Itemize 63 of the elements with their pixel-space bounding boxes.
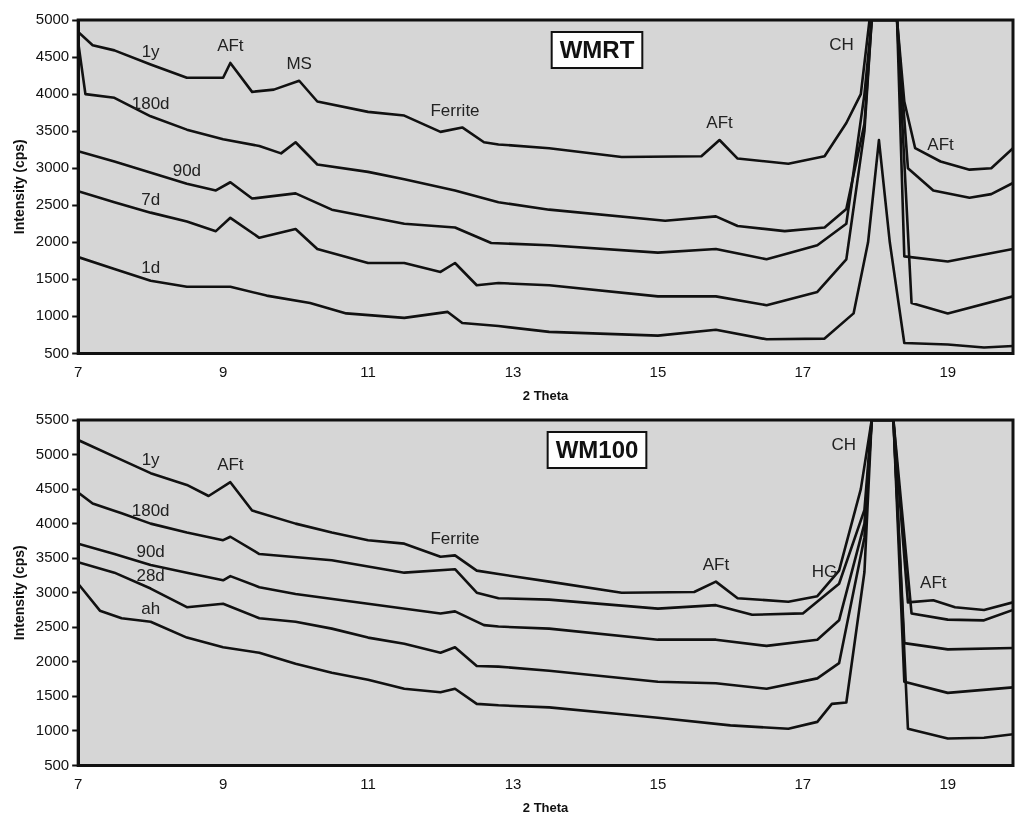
y-tick-label: 1500 (35, 269, 70, 287)
series-label: 90d (136, 542, 165, 562)
y-tick-label: 2500 (35, 195, 70, 213)
y-tick-label: 500 (44, 343, 70, 361)
series-label: 180d (131, 93, 170, 113)
series-label: ah (141, 598, 161, 618)
y-tick-label: 5000 (35, 444, 70, 462)
series-label: 180d (131, 500, 170, 520)
y-tick-label: 500 (44, 755, 70, 773)
x-tick-label: 7 (74, 362, 83, 380)
x-tick-label: 7 (74, 774, 83, 792)
annotation: HG (811, 562, 838, 582)
x-tick-label: 11 (360, 774, 376, 792)
x-tick-label: 13 (504, 362, 522, 380)
y-tick-label: 5000 (35, 10, 70, 28)
y-axis-title: Intensity (cps) (11, 545, 28, 641)
y-tick-label: 2000 (35, 651, 70, 669)
x-tick-label: 17 (794, 774, 812, 792)
x-tick-label: 19 (939, 362, 957, 380)
annotation: CH (829, 35, 854, 55)
x-tick-label: 15 (649, 362, 667, 380)
series-label: 28d (136, 565, 165, 585)
y-tick-label: 1500 (35, 686, 70, 704)
y-tick-label: 4000 (35, 513, 70, 531)
annotation: AFt (217, 36, 244, 56)
x-tick-label: 13 (504, 774, 522, 792)
annotation: Ferrite (430, 528, 480, 548)
text: WMRT (559, 35, 635, 63)
y-tick-label: 3000 (35, 582, 70, 600)
x-axis-title: 2 Theta (522, 387, 570, 403)
x-tick-label: 9 (218, 362, 228, 380)
y-tick-label: 2500 (35, 617, 70, 635)
y-tick-label: 3500 (35, 548, 70, 566)
series-label: 1y (141, 41, 161, 61)
annotation: AFt (217, 455, 244, 475)
series-label: 1d (141, 257, 161, 277)
annotation: MS (286, 53, 312, 73)
annotation: CH (831, 435, 856, 455)
x-tick-label: 11 (360, 362, 376, 380)
annotation: AFt (702, 554, 730, 574)
annotation: AFt (927, 134, 955, 154)
series-label: 7d (141, 189, 161, 209)
y-tick-label: 1000 (35, 306, 70, 324)
x-tick-label: 17 (794, 362, 812, 380)
y-tick-label: 3500 (35, 121, 70, 139)
y-tick-label: 2000 (35, 232, 70, 250)
x-tick-label: 15 (649, 774, 667, 792)
y-tick-label: 4500 (35, 479, 70, 497)
x-axis-title: 2 Theta (522, 799, 570, 815)
y-axis-title: Intensity (cps) (11, 139, 28, 235)
x-tick-label: 9 (218, 774, 228, 792)
series-label: 1y (141, 450, 161, 470)
annotation: AFt (920, 573, 947, 593)
x-tick-label: 19 (939, 774, 957, 792)
y-tick-label: 1000 (35, 721, 70, 738)
text: WM100 (555, 435, 639, 463)
y-tick-label: 5500 (35, 410, 70, 428)
y-tick-label: 4500 (35, 47, 70, 65)
y-tick-label: 4000 (35, 84, 70, 102)
y-tick-label: 3000 (35, 158, 70, 176)
annotation: AFt (706, 113, 733, 133)
series-label: 90d (172, 160, 202, 180)
annotation: Ferrite (430, 100, 480, 120)
